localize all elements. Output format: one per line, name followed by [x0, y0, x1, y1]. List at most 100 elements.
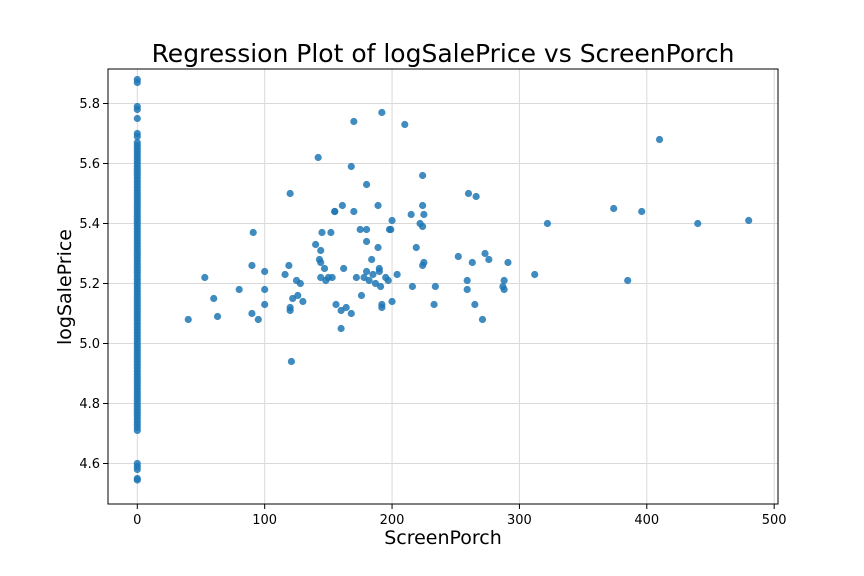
data-point: [430, 300, 438, 309]
data-points: [133, 75, 753, 484]
data-point: [412, 243, 420, 252]
axis-ticks: 0 100 200 300 400 500 4.6 4.8 5.0 5.2 5.4 5.6 5.8: [79, 97, 786, 528]
data-point: [378, 108, 386, 117]
data-point: [331, 207, 339, 216]
data-point: [286, 306, 294, 315]
data-point: [471, 300, 479, 309]
data-point: [694, 219, 702, 228]
x-tick-label: 0: [133, 513, 141, 528]
data-point: [352, 273, 360, 282]
data-point: [624, 276, 632, 285]
data-point: [543, 219, 552, 228]
data-point: [201, 273, 209, 282]
data-point: [210, 294, 218, 303]
data-point: [454, 252, 462, 261]
data-point: [340, 264, 348, 273]
data-point: [401, 120, 409, 129]
data-point: [248, 309, 256, 318]
x-tick-label: 400: [634, 513, 659, 528]
data-point: [365, 276, 373, 285]
data-point: [133, 105, 141, 114]
data-point: [317, 258, 325, 267]
data-point: [133, 476, 141, 484]
chart-title: Regression Plot of logSalePrice vs Scree…: [152, 39, 735, 68]
data-point: [261, 267, 269, 276]
data-point: [287, 357, 296, 366]
data-point: [261, 285, 269, 294]
y-tick-label: 5.8: [79, 97, 100, 112]
data-point: [464, 189, 473, 198]
x-tick-label: 100: [252, 513, 277, 528]
data-point: [133, 465, 141, 474]
data-point: [463, 276, 471, 285]
data-point: [362, 180, 371, 189]
data-point: [235, 285, 243, 294]
data-point: [213, 312, 222, 321]
data-point: [357, 291, 366, 300]
data-point: [481, 249, 489, 258]
data-point: [248, 261, 256, 270]
data-point: [327, 228, 335, 237]
y-tick-label: 4.6: [79, 457, 100, 472]
data-point: [500, 276, 508, 285]
data-point: [362, 267, 371, 276]
data-point: [388, 297, 396, 306]
data-point: [408, 282, 417, 291]
x-tick-label: 200: [380, 513, 405, 528]
data-point: [375, 267, 383, 276]
data-point: [745, 216, 753, 225]
data-point: [294, 291, 302, 300]
data-point: [463, 285, 471, 294]
data-point: [384, 276, 392, 285]
data-point: [285, 261, 293, 270]
y-tick-label: 5.4: [79, 217, 100, 232]
data-point: [332, 300, 340, 309]
data-point: [133, 426, 141, 435]
data-point: [314, 153, 322, 162]
y-tick-label: 5.0: [79, 337, 100, 352]
data-point: [350, 207, 358, 216]
data-point: [468, 258, 476, 267]
data-point: [419, 201, 427, 210]
data-point: [133, 114, 141, 123]
y-tick-label: 5.2: [79, 277, 100, 292]
data-point: [347, 309, 355, 318]
data-point: [362, 225, 371, 234]
data-point: [312, 240, 320, 249]
data-point: [350, 117, 358, 126]
x-tick-label: 300: [507, 513, 532, 528]
data-point: [387, 225, 395, 234]
y-axis-label: logSalePrice: [54, 229, 76, 345]
data-point: [286, 189, 294, 198]
data-point: [133, 132, 141, 141]
data-point: [317, 246, 325, 255]
data-point: [281, 270, 289, 279]
data-point: [419, 222, 427, 231]
data-point: [504, 258, 512, 267]
data-point: [500, 285, 508, 294]
data-point: [472, 192, 480, 201]
data-point: [407, 210, 415, 219]
data-point: [320, 264, 329, 273]
data-point: [261, 300, 269, 309]
data-point: [655, 135, 664, 144]
data-point: [393, 270, 401, 279]
data-point: [419, 171, 427, 180]
data-point: [478, 315, 487, 324]
data-point: [254, 315, 262, 324]
data-point: [318, 228, 326, 237]
data-point: [376, 282, 385, 291]
data-point: [420, 258, 428, 267]
data-point: [431, 282, 439, 291]
data-point: [133, 138, 141, 147]
data-point: [133, 78, 141, 87]
data-point: [610, 204, 618, 213]
data-point: [337, 324, 345, 333]
x-axis-label: ScreenPorch: [384, 527, 502, 549]
data-point: [362, 237, 371, 246]
data-point: [342, 303, 350, 312]
data-point: [338, 201, 346, 210]
grid: [108, 69, 778, 504]
data-point: [485, 255, 493, 264]
